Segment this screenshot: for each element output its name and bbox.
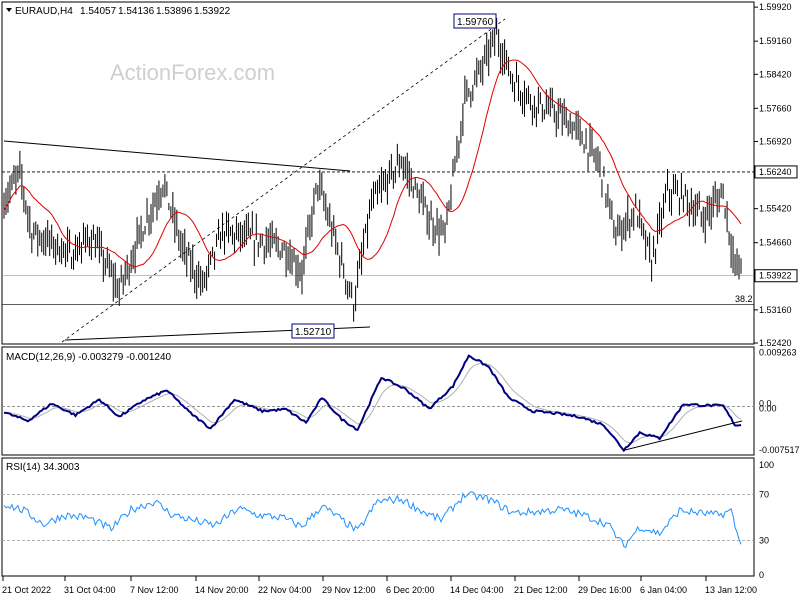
price-tick-label: 1.58420 — [759, 69, 792, 79]
low-annotation-box — [291, 323, 335, 339]
rsi-panel — [1, 457, 755, 577]
price-header-low: 1.53896 — [156, 6, 193, 17]
price-header-open: 1.54057 — [80, 6, 117, 17]
fib-label: 38.2 — [735, 294, 753, 304]
time-tick-label: 22 Nov 04:00 — [258, 585, 312, 595]
price-series — [2, 17, 754, 343]
price-badge-box — [754, 269, 798, 283]
macd-title: MACD(12,26,9) -0.003279 -0.001240 — [6, 352, 172, 363]
price-header-high: 1.54136 — [118, 6, 155, 17]
rsi-title: RSI(14) 34.3003 — [6, 462, 80, 473]
price-badge-box — [754, 165, 798, 179]
time-tick-label: 29 Dec 16:00 — [578, 585, 632, 595]
macd-tick-label: 0.009263 — [759, 348, 797, 358]
price-tick-label: 1.53922 — [759, 271, 792, 281]
upper-trendline — [3, 140, 351, 172]
price-tick-label: 1.56240 — [759, 167, 792, 177]
macd-line — [4, 354, 742, 453]
rsi-tick-label: 30 — [759, 536, 769, 546]
price-tick-label: 1.55420 — [759, 204, 792, 214]
time-tick-label: 21 Oct 2022 — [2, 585, 51, 595]
rsi-tick-label: 70 — [759, 490, 769, 500]
low-annotation: 1.52710 — [295, 327, 332, 338]
high-annotation: 1.59760 — [457, 17, 494, 28]
high-annotation-box — [453, 13, 497, 29]
time-tick-label: 7 Nov 12:00 — [130, 585, 179, 595]
price-panel — [1, 1, 755, 345]
price-tick-label: 1.59160 — [759, 36, 792, 46]
price-tick-label: 1.54660 — [759, 238, 792, 248]
rsi-line — [3, 491, 742, 549]
rsi-tick-label: 0 — [759, 570, 764, 580]
rsi-series — [2, 491, 754, 549]
macd-series — [2, 354, 754, 453]
dropdown-arrow-icon[interactable] — [6, 8, 12, 12]
time-tick-label: 21 Dec 12:00 — [514, 585, 568, 595]
watermark: ActionForex.com — [110, 60, 275, 85]
time-tick-label: 6 Dec 20:00 — [386, 585, 435, 595]
macd-tick-label: -0.007517 — [759, 445, 800, 455]
time-tick-label: 14 Nov 20:00 — [195, 585, 249, 595]
time-tick-label: 31 Oct 04:00 — [64, 585, 116, 595]
price-header-close: 1.53922 — [194, 6, 231, 17]
moving-average-line — [3, 59, 742, 268]
price-tick-label: 1.52420 — [759, 338, 792, 348]
price-tick-label: 1.57660 — [759, 103, 792, 113]
rsi-tick-label: 100 — [759, 460, 774, 470]
price-tick-label: 1.56920 — [759, 136, 792, 146]
dashed-trendline — [61, 18, 506, 343]
time-tick-label: 14 Dec 04:00 — [450, 585, 504, 595]
macd-tick-label: 0.00 — [759, 403, 777, 413]
price-tick-label: 1.59920 — [759, 2, 792, 12]
time-tick-label: 13 Jan 12:00 — [705, 585, 757, 595]
macd-trendline — [624, 420, 743, 451]
time-tick-label: 6 Jan 04:00 — [640, 585, 687, 595]
time-tick-label: 29 Nov 12:00 — [322, 585, 376, 595]
price-header-symbol: EURAUD,H4 — [15, 6, 73, 17]
price-tick-label: 1.53160 — [759, 305, 792, 315]
macd-tick-label: 0.0 — [759, 398, 772, 408]
